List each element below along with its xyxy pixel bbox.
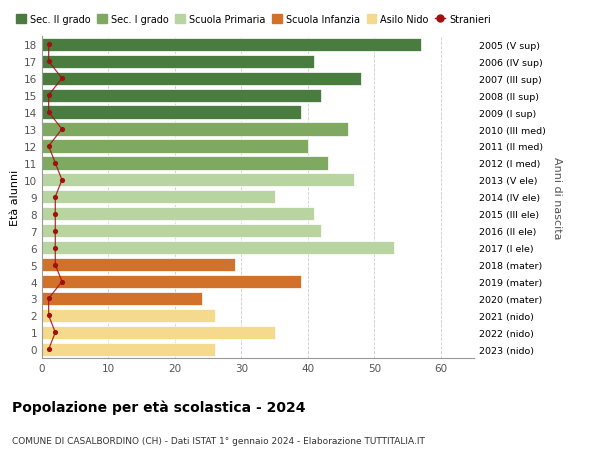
Point <box>44 312 53 319</box>
Point <box>57 177 67 184</box>
Point <box>50 194 60 201</box>
Bar <box>42 326 275 339</box>
Bar <box>42 39 421 52</box>
Bar <box>42 292 202 305</box>
Bar <box>42 106 301 119</box>
Bar <box>42 123 348 136</box>
Point <box>57 126 67 134</box>
Bar <box>42 140 308 153</box>
Y-axis label: Anni di nascita: Anni di nascita <box>553 156 562 239</box>
Bar <box>42 309 215 322</box>
Point <box>50 329 60 336</box>
Point <box>44 109 53 117</box>
Bar <box>42 191 275 204</box>
Bar <box>42 56 314 69</box>
Point <box>44 346 53 353</box>
Point <box>44 143 53 150</box>
Point <box>50 261 60 269</box>
Bar <box>42 241 394 255</box>
Bar <box>42 174 355 187</box>
Point <box>50 228 60 235</box>
Point <box>50 245 60 252</box>
Bar <box>42 258 235 272</box>
Point <box>44 295 53 302</box>
Point <box>44 92 53 100</box>
Bar <box>42 90 321 102</box>
Bar <box>42 343 215 356</box>
Bar <box>42 224 321 238</box>
Point <box>50 211 60 218</box>
Point <box>44 58 53 66</box>
Legend: Sec. II grado, Sec. I grado, Scuola Primaria, Scuola Infanzia, Asilo Nido, Stran: Sec. II grado, Sec. I grado, Scuola Prim… <box>13 11 494 28</box>
Bar <box>42 73 361 85</box>
Y-axis label: Età alunni: Età alunni <box>10 169 20 225</box>
Text: Popolazione per età scolastica - 2024: Popolazione per età scolastica - 2024 <box>12 399 305 414</box>
Text: COMUNE DI CASALBORDINO (CH) - Dati ISTAT 1° gennaio 2024 - Elaborazione TUTTITAL: COMUNE DI CASALBORDINO (CH) - Dati ISTAT… <box>12 436 425 445</box>
Point <box>44 41 53 49</box>
Bar <box>42 275 301 289</box>
Point <box>50 160 60 167</box>
Bar <box>42 157 328 170</box>
Bar <box>42 207 314 221</box>
Point <box>57 278 67 285</box>
Point <box>57 75 67 83</box>
